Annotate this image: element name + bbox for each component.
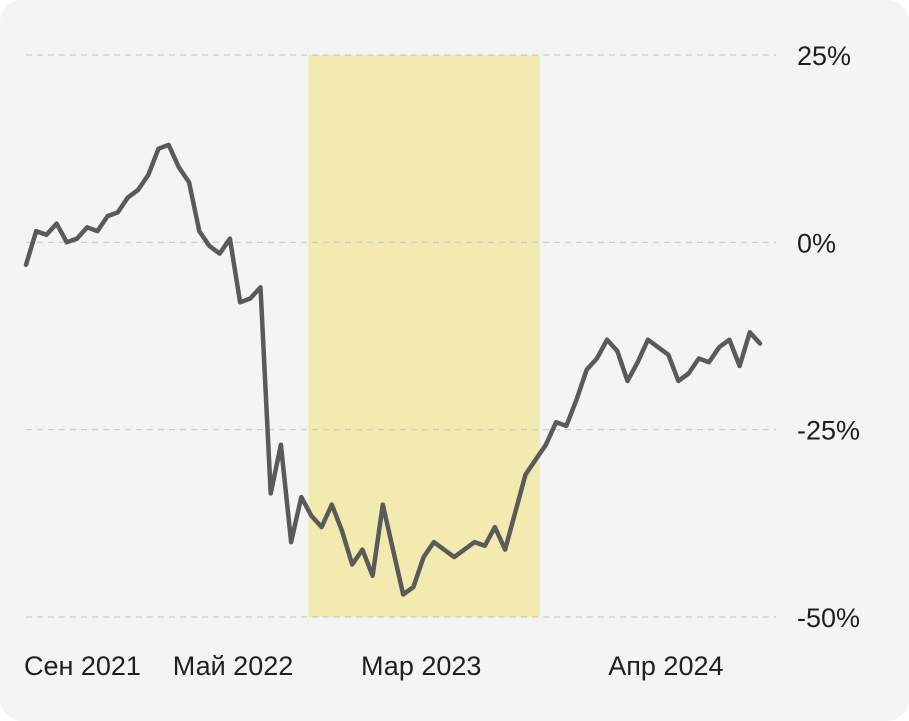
y-tick-label: -50%: [797, 603, 860, 633]
y-tick-label: 0%: [797, 228, 836, 258]
y-tick-label: -25%: [797, 416, 860, 446]
highlight-band: [308, 55, 540, 617]
x-tick-label: Апр 2024: [608, 651, 723, 681]
x-tick-label: Май 2022: [173, 651, 293, 681]
x-tick-label: Мар 2023: [361, 651, 481, 681]
x-tick-label: Сен 2021: [24, 651, 141, 681]
series-line: [23, 142, 763, 597]
y-tick-label: 25%: [797, 41, 851, 71]
